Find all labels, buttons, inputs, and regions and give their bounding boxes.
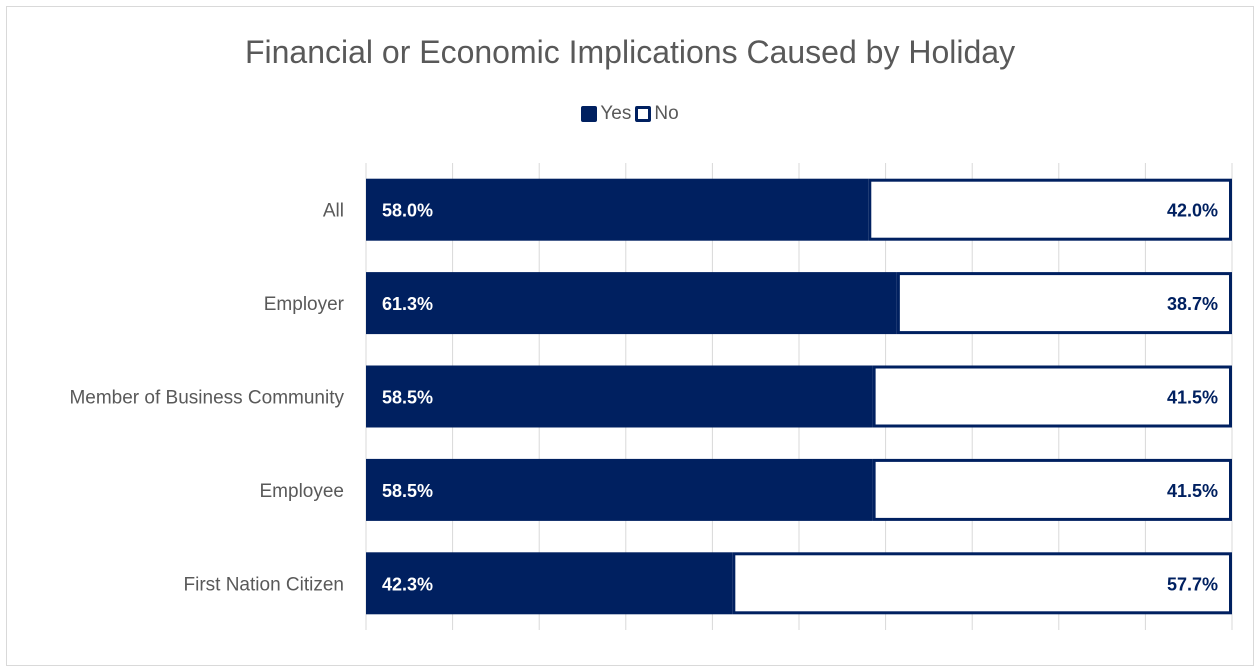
legend-label-yes: Yes — [600, 103, 632, 124]
bar-yes — [366, 178, 869, 241]
legend-label-no: No — [654, 103, 679, 124]
bar-no — [872, 458, 1232, 521]
data-label-no: 42.0% — [1167, 201, 1218, 221]
bar-no — [872, 365, 1232, 428]
data-label-yes: 58.0% — [382, 201, 433, 221]
legend-swatch-yes — [581, 106, 598, 122]
legend-item-no: No — [635, 103, 679, 125]
chart-title: Financial or Economic Implications Cause… — [244, 34, 1016, 70]
bar-no — [896, 272, 1232, 335]
bar-no — [868, 178, 1233, 241]
bar-yes — [366, 272, 897, 335]
category-label: Employer — [264, 294, 345, 315]
legend-item-yes: Yes — [581, 103, 631, 125]
bar-yes — [366, 458, 873, 521]
legend: Yes No — [0, 103, 1260, 125]
data-label-no: 41.5% — [1167, 388, 1218, 408]
data-label-yes: 42.3% — [382, 574, 433, 594]
data-label-no: 38.7% — [1167, 294, 1218, 314]
data-label-yes: 61.3% — [382, 294, 433, 314]
category-label: Employee — [260, 481, 345, 502]
bar-no — [732, 552, 1232, 615]
bar-yes — [366, 552, 733, 615]
bar-yes — [366, 365, 873, 428]
category-label: First Nation Citizen — [184, 574, 345, 595]
category-label: Member of Business Community — [69, 388, 344, 409]
category-label: All — [323, 201, 344, 222]
bar-chart: All 58.0% 42.0% Employer 61.3% 38.7% Member of… — [69, 163, 1233, 630]
data-label-no: 41.5% — [1167, 481, 1218, 501]
legend-swatch-no — [635, 106, 652, 122]
data-label-no: 57.7% — [1167, 574, 1218, 594]
data-label-yes: 58.5% — [382, 388, 433, 408]
data-label-yes: 58.5% — [382, 481, 433, 501]
